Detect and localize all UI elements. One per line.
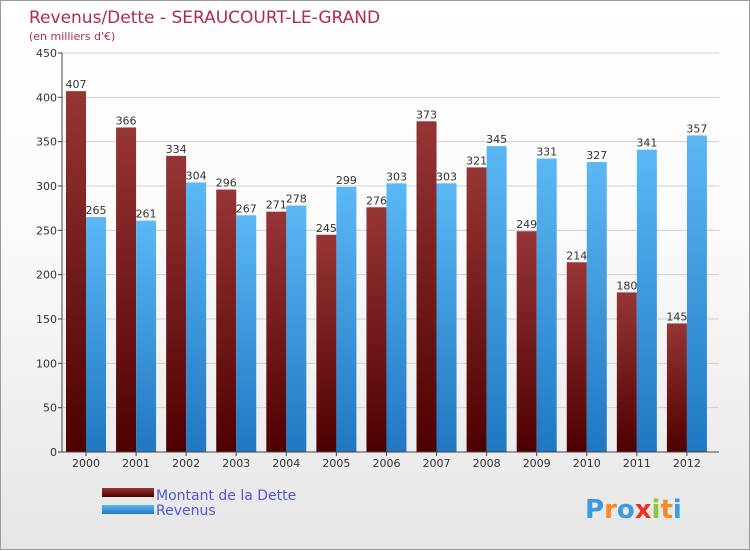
- bar-revenus: [286, 205, 307, 452]
- data-label-dette: 214: [566, 249, 587, 262]
- bar-revenus: [486, 146, 507, 452]
- bar-dette: [166, 155, 187, 452]
- data-label-revenus: 267: [236, 202, 257, 215]
- data-label-revenus: 327: [586, 149, 607, 162]
- bar-revenus: [336, 186, 357, 453]
- data-label-dette: 245: [316, 222, 337, 235]
- y-tick-label: 50: [43, 402, 57, 415]
- data-label-dette: 334: [166, 143, 187, 156]
- bar-revenus: [436, 183, 457, 452]
- y-tick-label: 300: [36, 180, 57, 193]
- bar-dette: [266, 211, 287, 452]
- x-tick-label: 2001: [122, 457, 150, 470]
- bar-dette: [616, 292, 637, 452]
- legend: Montant de la Dette Revenus: [102, 488, 296, 519]
- data-label-revenus: 299: [336, 174, 357, 187]
- bar-dette: [366, 207, 387, 452]
- logo-letter: r: [604, 495, 617, 525]
- logo-letter: P: [585, 495, 604, 525]
- y-tick-label: 100: [36, 357, 57, 370]
- logo-text: Proxiti: [585, 495, 682, 525]
- data-label-dette: 145: [666, 310, 687, 323]
- legend-label-revenus: Revenus: [156, 503, 216, 519]
- y-tick-label: 0: [50, 446, 57, 459]
- bar-dette: [416, 121, 437, 453]
- data-label-revenus: 303: [436, 170, 457, 183]
- y-tick-label: 350: [36, 136, 57, 149]
- x-tick-label: 2011: [623, 457, 651, 470]
- data-label-dette: 271: [266, 199, 287, 212]
- data-label-dette: 321: [466, 154, 487, 167]
- logo-letter: i: [652, 495, 661, 525]
- legend-swatch-debt: [102, 488, 154, 497]
- legend-label-debt: Montant de la Dette: [156, 488, 296, 504]
- data-label-revenus: 265: [86, 204, 107, 217]
- y-tick-label: 150: [36, 313, 57, 326]
- logo-letter: o: [617, 495, 635, 525]
- logo-letter: x: [635, 495, 652, 525]
- legend-swatch-revenus: [102, 505, 154, 514]
- bar-revenus: [636, 149, 657, 452]
- data-label-dette: 407: [66, 78, 87, 91]
- bar-dette: [516, 231, 537, 452]
- data-labels: 407 265 366 261 334 304 296 267 271 278 245 299 276 3…: [66, 78, 708, 323]
- x-axis-ticks: 2000 2001 2002 2003 2004 2005 2006 2007 2008 2009…: [72, 452, 701, 470]
- data-label-dette: 373: [416, 108, 437, 121]
- data-label-revenus: 341: [636, 137, 657, 150]
- data-label-revenus: 278: [286, 193, 307, 206]
- x-tick-label: 2002: [172, 457, 200, 470]
- x-tick-label: 2009: [523, 457, 551, 470]
- data-label-dette: 296: [216, 177, 237, 190]
- x-tick-label: 2012: [673, 457, 701, 470]
- bar-dette: [316, 234, 337, 452]
- bar-dette: [466, 167, 487, 452]
- bars: [66, 91, 707, 453]
- proxiti-logo: Proxiti: [585, 495, 682, 525]
- bar-revenus: [686, 135, 707, 452]
- bar-dette: [66, 91, 86, 453]
- x-tick-label: 2010: [573, 457, 601, 470]
- bar-revenus: [136, 220, 157, 452]
- bar-dette: [116, 127, 137, 452]
- data-label-revenus: 357: [686, 122, 707, 135]
- y-tick-label: 200: [36, 269, 57, 282]
- x-tick-label: 2000: [72, 457, 100, 470]
- data-label-revenus: 303: [386, 170, 407, 183]
- x-tick-label: 2003: [222, 457, 250, 470]
- y-tick-label: 250: [36, 224, 57, 237]
- bar-revenus: [386, 183, 407, 452]
- data-label-revenus: 304: [186, 169, 207, 182]
- y-axis-ticks: 0 50 100 150 200 250 300 350 400 450: [36, 47, 62, 459]
- y-tick-label: 450: [36, 47, 57, 60]
- y-tick-label: 400: [36, 91, 57, 104]
- bar-revenus: [536, 158, 557, 452]
- bar-revenus: [186, 182, 207, 452]
- x-tick-label: 2008: [473, 457, 501, 470]
- x-tick-label: 2006: [372, 457, 400, 470]
- bar-revenus: [236, 215, 257, 452]
- data-label-dette: 249: [516, 218, 537, 231]
- bar-revenus: [586, 162, 607, 452]
- data-label-dette: 366: [116, 114, 137, 127]
- bar-dette: [566, 262, 587, 452]
- x-tick-label: 2007: [423, 457, 451, 470]
- logo-letter: t: [660, 495, 672, 525]
- bar-dette: [666, 323, 687, 452]
- bar-dette: [216, 189, 237, 452]
- data-label-revenus: 261: [136, 208, 157, 221]
- data-label-dette: 276: [366, 194, 387, 207]
- bar-revenus: [86, 217, 106, 452]
- data-label-dette: 180: [616, 279, 637, 292]
- chart-title: Revenus/Dette - SERAUCOURT-LE-GRAND: [29, 8, 380, 28]
- data-label-revenus: 331: [536, 146, 557, 159]
- x-tick-label: 2005: [322, 457, 350, 470]
- chart-subtitle: (en milliers d'€): [29, 30, 115, 43]
- logo-letter: i: [673, 495, 682, 525]
- x-tick-label: 2004: [272, 457, 300, 470]
- data-label-revenus: 345: [486, 133, 507, 146]
